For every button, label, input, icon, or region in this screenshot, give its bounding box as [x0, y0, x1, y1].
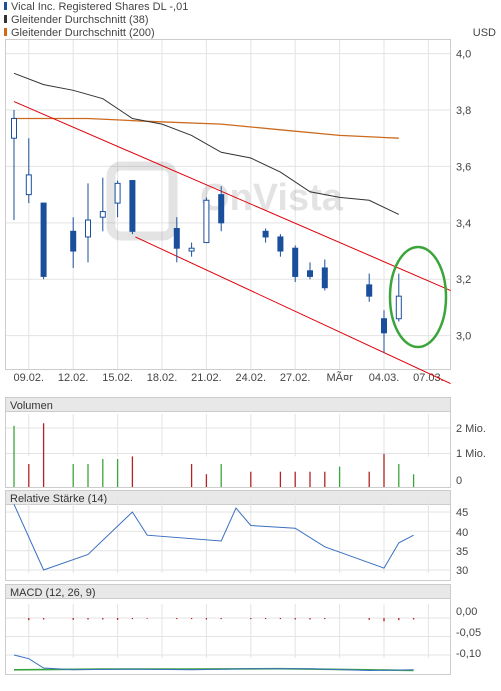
candle-body [307, 270, 313, 277]
price-y-tick-label: 3,8 [456, 105, 471, 117]
price-x-tick-label: 15.02. [102, 372, 133, 384]
candle-body [366, 284, 373, 297]
watermark-logo-icon [106, 161, 178, 241]
legend-swatch-ma200 [4, 28, 7, 36]
macd-histogram [28, 618, 415, 622]
rsi-panel: Relative Stärke (14) 45 40 35 30 [5, 490, 468, 581]
candle-body [218, 194, 225, 224]
price-plot-area [5, 39, 451, 370]
price-grid [6, 40, 450, 369]
rsi-grid [6, 498, 450, 573]
price-x-tick-label: MÃ¤r [326, 371, 353, 384]
volume-panel: Volumen 2 Mio. 1 Mio. 0 [5, 397, 486, 488]
rsi-tick-label: 30 [456, 565, 468, 577]
candle-body [40, 202, 47, 277]
volume-bars [13, 423, 415, 487]
watermark: OnVista [106, 161, 344, 241]
candle-body [114, 182, 121, 204]
candle-body [321, 267, 328, 289]
macd-tick-label: 0,00 [456, 606, 477, 618]
macd-line [13, 654, 414, 672]
macd-tick-label: -0,05 [456, 627, 481, 639]
price-y-tick-label: 3,2 [456, 274, 471, 286]
volume-plot-area [5, 411, 451, 488]
candle-body [188, 247, 195, 252]
volume-grid [6, 414, 450, 457]
volume-tick-label: 2 Mio. [456, 423, 486, 435]
price-x-axis: 09.02. 12.02. 15.02. 18.02. 21.02. 24.02. 27.0… [14, 371, 444, 384]
trend-line-upper [13, 101, 451, 291]
rsi-tick-label: 45 [456, 507, 468, 519]
legend-swatch-ma38 [4, 15, 7, 23]
macd-panel: MACD (12, 26, 9) 0,00 -0,05 -0,10 [5, 584, 481, 675]
candle-body [25, 174, 32, 196]
rsi-title: Relative Stärke (14) [10, 493, 107, 505]
ma200-line [14, 117, 399, 139]
macd-tick-label: -0,10 [456, 648, 481, 660]
price-x-tick-label: 07.03. [413, 372, 444, 384]
price-y-tick-label: 3,0 [456, 331, 471, 343]
price-y-axis: 4,0 3,8 3,6 3,4 3,2 3,0 [456, 49, 471, 343]
price-y-tick-label: 4,0 [456, 49, 471, 61]
candle-body [262, 230, 269, 238]
price-x-tick-label: 24.02. [236, 372, 267, 384]
candle-body [70, 230, 77, 252]
candle-body [381, 318, 387, 334]
highlight-ellipse [388, 245, 448, 349]
volume-tick-label: 1 Mio. [456, 448, 486, 460]
currency-label: USD [473, 27, 496, 39]
rsi-tick-label: 40 [456, 527, 468, 539]
macd-grid [6, 604, 450, 658]
price-x-tick-label: 18.02. [147, 372, 178, 384]
price-y-tick-label: 3,6 [456, 161, 471, 173]
candle-body [203, 199, 210, 244]
candle-body [292, 247, 299, 277]
rsi-line [13, 504, 414, 571]
volume-tick-label: 0 [456, 475, 462, 487]
legend-label-ma200: Gleitender Durchschnitt (200) [11, 27, 155, 39]
candle-body [277, 236, 284, 252]
candles [11, 110, 402, 353]
candle-body [173, 227, 180, 249]
rsi-tick-label: 35 [456, 546, 468, 558]
candle-body [129, 180, 136, 232]
macd-title: MACD (12, 26, 9) [10, 587, 96, 599]
legend-label-ma38: Gleitender Durchschnitt (38) [11, 14, 149, 26]
legend-swatch-price [4, 2, 7, 10]
trend-line-lower [135, 236, 451, 385]
volume-header [5, 397, 451, 412]
candle-body [395, 295, 402, 320]
price-panel: OnVista 4,0 3,8 3,6 3,4 3,2 3,0 09.02. 12.02. 1… [5, 39, 471, 385]
legend-label-price: Vical Inc. Registered Shares DL -,01 [11, 1, 188, 13]
rsi-plot-area [5, 504, 451, 581]
candle-body [85, 219, 91, 238]
legend: Vical Inc. Registered Shares DL -,01 Gle… [4, 1, 496, 39]
price-x-tick-label: 12.02. [58, 372, 89, 384]
volume-title: Volumen [10, 400, 53, 412]
price-y-tick-label: 3,4 [456, 218, 471, 230]
price-x-tick-label: 27.02. [280, 372, 311, 384]
price-x-tick-label: 04.03. [369, 372, 400, 384]
price-x-tick-label: 09.02. [14, 372, 45, 384]
price-x-tick-label: 21.02. [191, 372, 222, 384]
ma38-line [13, 72, 400, 215]
candle-body [99, 211, 106, 218]
candle-body [11, 117, 17, 139]
